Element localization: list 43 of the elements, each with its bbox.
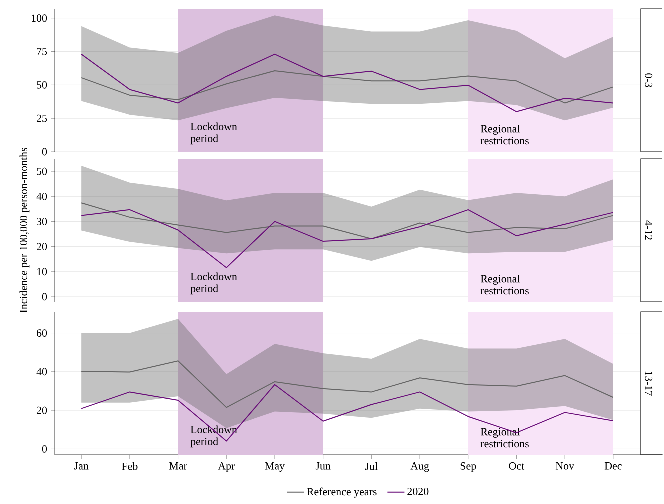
x-tick-label: Feb [122,462,138,470]
line-series [81,209,614,268]
x-tick-label: Aug [410,462,430,472]
y-tick-label: 25 [37,114,48,122]
legend-label: 2020 [408,488,429,496]
text: 0-3 [645,74,653,88]
x-tick-label: Jan [74,462,89,470]
band-label: Lockdown period [190,122,238,145]
y-tick-label: 75 [37,48,48,56]
y-tick-label: 0 [42,148,48,156]
y-tick-label: 10 [37,268,48,276]
y-tick-label: 60 [36,330,48,337]
y-tick-label: 30 [37,218,48,226]
y-tick-label: 0 [42,446,48,453]
band-label: Regional restrictions [480,124,529,145]
x-tick-label: Jun [316,462,331,470]
x-tick-label: Sep [460,462,476,472]
x-tick-label: Oct [509,462,525,470]
y-tick-label: 20 [37,406,48,414]
y-tick-label: 50 [37,168,48,176]
y-tick-label: 50 [37,81,48,89]
y-tick-label: 100 [32,14,48,22]
legend-label: Reference years [307,488,377,498]
x-tick-label: May [265,462,285,472]
x-tick-label: Mar [169,462,188,470]
x-tick-label: Jul [366,462,378,470]
line-series [81,202,614,240]
line-series [81,54,614,112]
line-series [81,360,614,408]
x-tick-label: Dec [604,462,622,470]
band-label: Regional restrictions [480,428,529,448]
line-series [81,70,614,104]
y-axis-title: Incidence per 100,000 person-months [20,148,30,313]
band-label: Regional restrictions [480,274,529,295]
x-tick-label: Apr [218,462,236,472]
text: 4-12 [645,220,652,240]
y-tick-label: 0 [42,293,48,301]
x-tick-label: Nov [556,462,575,470]
y-tick-label: 40 [36,192,48,200]
text: 13-17 [645,372,653,396]
y-tick-label: 20 [37,243,48,251]
y-tick-label: 40 [36,368,48,376]
band-label: Lockdown period [190,272,238,295]
